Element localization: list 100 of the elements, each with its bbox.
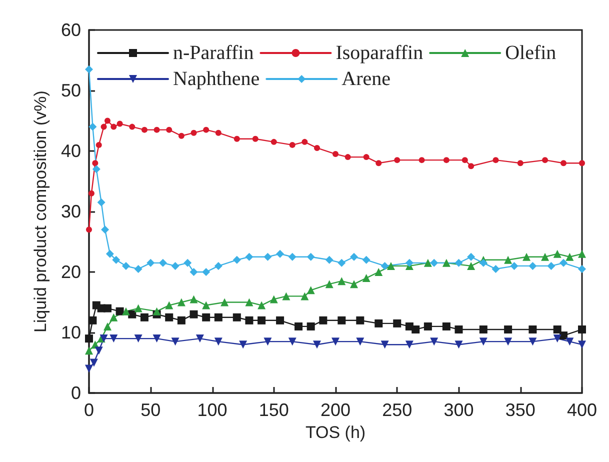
point xyxy=(232,313,241,322)
point xyxy=(264,252,272,261)
point xyxy=(202,313,210,322)
point xyxy=(294,322,303,330)
point xyxy=(88,122,97,131)
point xyxy=(528,325,537,334)
point xyxy=(134,304,142,312)
point xyxy=(553,334,562,343)
point xyxy=(203,126,210,133)
point xyxy=(306,286,315,294)
point xyxy=(116,120,123,127)
y-tick-label: 40 xyxy=(60,141,81,161)
point xyxy=(190,295,198,304)
point xyxy=(190,268,198,276)
point xyxy=(332,338,340,346)
point xyxy=(547,262,556,270)
point xyxy=(394,157,400,164)
point xyxy=(362,274,370,282)
point xyxy=(214,338,222,346)
point xyxy=(492,264,500,273)
point xyxy=(288,252,296,261)
point xyxy=(374,268,383,276)
point xyxy=(430,338,438,346)
point xyxy=(442,258,450,267)
point xyxy=(462,157,468,164)
point xyxy=(245,316,254,324)
point xyxy=(215,130,222,136)
point xyxy=(270,138,277,145)
point xyxy=(90,358,98,367)
point xyxy=(166,126,172,133)
point xyxy=(553,250,562,258)
x-tick-label: 250 xyxy=(382,400,412,420)
point xyxy=(232,256,241,264)
point xyxy=(479,338,488,346)
x-tick-label: 400 xyxy=(566,400,598,420)
x-tick-label: 350 xyxy=(505,400,536,420)
point xyxy=(258,316,266,324)
point xyxy=(214,313,222,322)
point xyxy=(380,262,389,270)
point xyxy=(541,252,550,261)
x-tick-label: 50 xyxy=(140,400,161,420)
point xyxy=(85,364,93,373)
legend-label: Arene xyxy=(342,68,391,90)
y-tick-label: 50 xyxy=(60,80,81,100)
point xyxy=(85,334,93,343)
point xyxy=(442,322,450,330)
point xyxy=(134,334,142,343)
point xyxy=(129,124,136,130)
y-axis-title: Liquid product composition (v%) xyxy=(31,90,50,332)
point xyxy=(443,157,450,164)
point xyxy=(578,264,586,273)
point xyxy=(190,310,198,318)
point xyxy=(578,340,586,349)
point xyxy=(245,298,254,306)
point xyxy=(282,292,290,300)
point xyxy=(363,154,370,160)
point xyxy=(100,124,107,130)
point xyxy=(92,165,100,174)
point xyxy=(134,264,142,273)
point xyxy=(325,256,334,264)
point xyxy=(101,226,110,234)
point xyxy=(332,151,338,158)
point xyxy=(405,258,414,267)
point xyxy=(158,258,167,267)
point xyxy=(479,325,488,334)
point xyxy=(344,154,351,160)
point xyxy=(85,65,93,74)
point xyxy=(454,340,463,349)
point xyxy=(165,313,174,322)
legend-label: Naphthene xyxy=(173,68,260,90)
point xyxy=(122,262,130,270)
point xyxy=(264,338,272,346)
point xyxy=(467,252,476,261)
point xyxy=(374,319,383,328)
point xyxy=(110,313,118,322)
point xyxy=(362,256,370,264)
y-tick-label: 10 xyxy=(60,322,81,342)
point xyxy=(85,346,93,355)
point xyxy=(380,340,389,349)
point xyxy=(468,163,474,170)
point xyxy=(454,325,463,334)
point xyxy=(239,340,248,349)
point xyxy=(146,258,155,267)
y-tick-label: 0 xyxy=(70,383,81,403)
point xyxy=(306,322,315,330)
point xyxy=(306,252,315,261)
point xyxy=(106,250,114,258)
legend-label: Isoparaffin xyxy=(336,42,424,64)
point xyxy=(338,277,346,286)
point xyxy=(100,334,108,343)
point xyxy=(504,325,512,334)
x-tick-label: 0 xyxy=(84,400,94,420)
point xyxy=(566,252,574,261)
point xyxy=(184,258,192,267)
point xyxy=(313,340,322,349)
point xyxy=(245,252,254,261)
point xyxy=(430,258,438,267)
point xyxy=(356,338,364,346)
point xyxy=(177,298,186,306)
point xyxy=(190,130,197,136)
